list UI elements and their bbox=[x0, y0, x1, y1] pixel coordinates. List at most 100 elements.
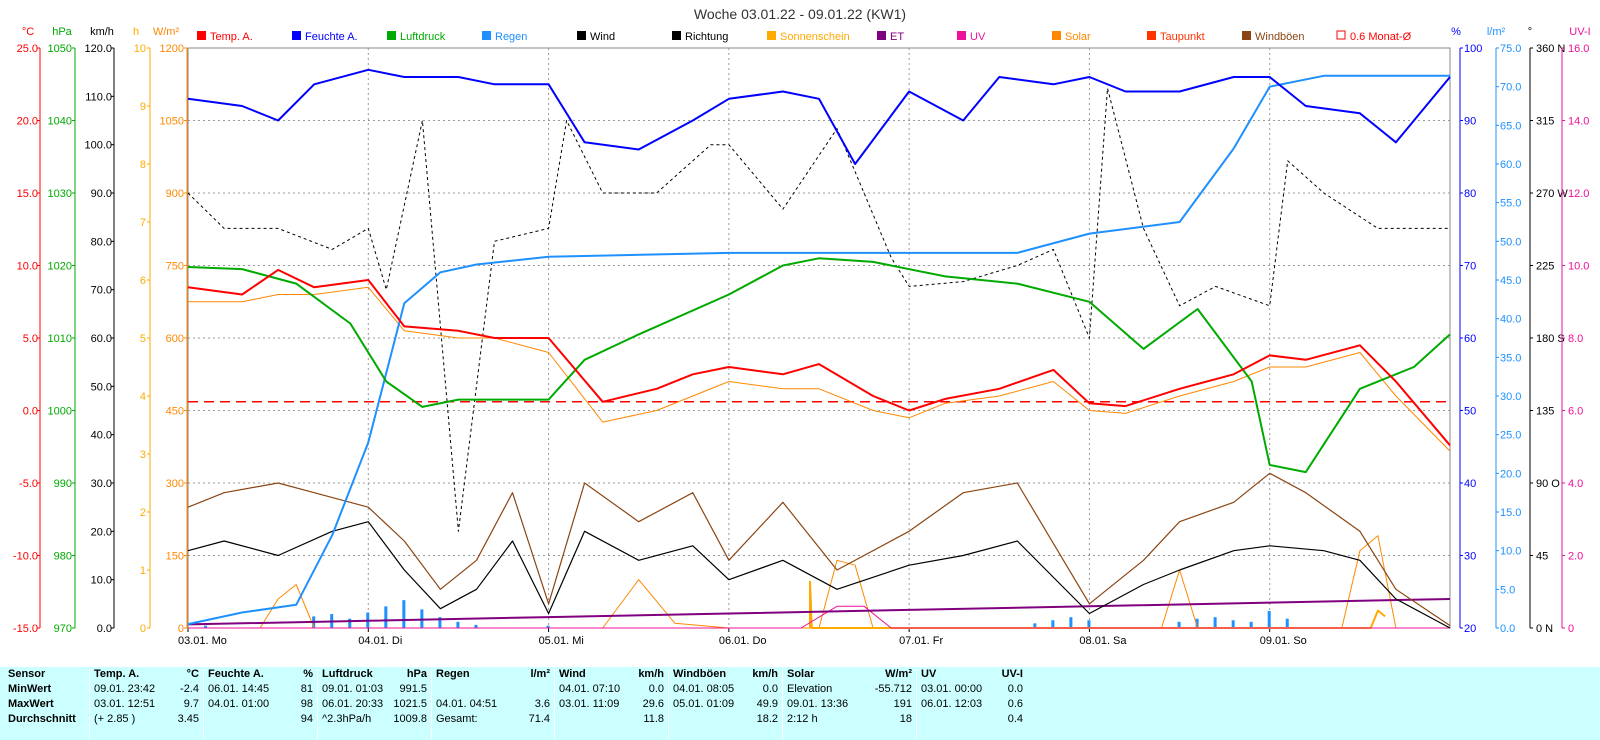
solar-tick-label: 900 bbox=[166, 188, 184, 200]
rain-bar bbox=[1069, 617, 1073, 628]
rain-tick-label: 10.0 bbox=[1500, 546, 1521, 558]
wind-tick-label: 70.0 bbox=[91, 285, 112, 297]
stats-humidity-min: 81 bbox=[300, 683, 313, 695]
stats-wind-header: Wind bbox=[559, 668, 586, 680]
stats-solar-max: 191 bbox=[893, 698, 912, 710]
legend-swatch-wind bbox=[577, 31, 586, 40]
series-wind bbox=[187, 521, 1451, 629]
rain-tick-label: 60.0 bbox=[1500, 159, 1521, 171]
stats-humidity-header: Feuchte A. bbox=[208, 668, 264, 680]
wind-tick-label: 0.0 bbox=[97, 623, 112, 635]
pressure-tick-label: 970 bbox=[54, 623, 72, 635]
temp-tick-label: 5.0 bbox=[23, 333, 38, 345]
wind-tick-label: 120.0 bbox=[84, 43, 112, 55]
direction-tick-label: 360 N bbox=[1536, 43, 1565, 55]
rain-tick-label: 65.0 bbox=[1500, 120, 1521, 132]
humidity-tick-label: 30 bbox=[1464, 551, 1476, 563]
uvi-tick-label: 8.0 bbox=[1568, 333, 1583, 345]
humidity-axis-unit: % bbox=[1451, 26, 1461, 38]
pressure-tick-label: 1040 bbox=[48, 116, 72, 128]
rain-tick-label: 50.0 bbox=[1500, 236, 1521, 248]
stats-temp-unit: °C bbox=[186, 668, 199, 680]
solar-axis-unit: W/m² bbox=[153, 26, 180, 38]
rain-bar bbox=[1195, 618, 1199, 628]
legend-swatch-direction bbox=[672, 31, 681, 40]
series-regen bbox=[187, 74, 1450, 626]
humidity-tick-label: 80 bbox=[1464, 188, 1476, 200]
plot-area bbox=[187, 47, 1451, 629]
stats-solar-min-time: Elevation bbox=[787, 683, 833, 695]
pressure-tick-label: 980 bbox=[54, 551, 72, 563]
stats-humidity-max: 98 bbox=[300, 698, 313, 710]
rain-bar bbox=[1249, 621, 1253, 628]
sunshine-tick-label: 0 bbox=[140, 623, 146, 635]
pressure-tick-label: 990 bbox=[54, 478, 72, 490]
stats-temp-min: -2.4 bbox=[180, 683, 199, 695]
stats-humidity-min-time: 06.01. 14:45 bbox=[208, 683, 270, 695]
legend-swatch-avg bbox=[1336, 30, 1346, 40]
stats-gusts-max-time: 05.01. 01:09 bbox=[673, 698, 735, 710]
rain-tick-label: 30.0 bbox=[1500, 391, 1521, 403]
pressure-tick-label: 1050 bbox=[48, 43, 72, 55]
stats-humidity-max-time: 04.01. 01:00 bbox=[208, 698, 270, 710]
direction-tick-label: 315 bbox=[1536, 116, 1554, 128]
stats-pressure-avg-note: ^2.3hPa/h bbox=[322, 713, 372, 725]
legend-label-uv: UV bbox=[970, 31, 986, 43]
sunshine-tick-label: 10 bbox=[134, 43, 146, 55]
direction-tick-label: 90 O bbox=[1536, 478, 1560, 490]
stats-gusts-header: Windböen bbox=[673, 668, 727, 680]
series-et bbox=[187, 598, 1451, 626]
stats-pressure-header: Luftdruck bbox=[322, 668, 373, 680]
solar-tick-label: 750 bbox=[166, 261, 184, 273]
stats-col-temp: Temp. A. °C 09.01. 23:42 -2.4 03.01. 12:… bbox=[90, 667, 203, 740]
stats-humidity-avg: 94 bbox=[300, 713, 313, 725]
stats-col-rain: Regen l/m² 04.01. 04:51 3.6 Gesamt: 71.4 bbox=[432, 667, 554, 740]
sunshine-tick-label: 8 bbox=[140, 159, 146, 171]
legend-swatch-dewpoint bbox=[1147, 31, 1156, 40]
direction-axis-unit: ° bbox=[1528, 26, 1532, 38]
stats-gusts-unit: km/h bbox=[752, 668, 778, 680]
wind-tick-label: 20.0 bbox=[91, 526, 112, 538]
solar-tick-label: 1050 bbox=[160, 116, 184, 128]
stats-solar-max-time: 09.01. 13:36 bbox=[787, 698, 849, 710]
stats-humidity-unit: % bbox=[303, 668, 313, 680]
pressure-tick-label: 1030 bbox=[48, 188, 72, 200]
solar-tick-label: 600 bbox=[166, 333, 184, 345]
legend-label-direction: Richtung bbox=[685, 31, 728, 43]
legend-label-solar: Solar bbox=[1065, 31, 1091, 43]
direction-tick-label: 135 bbox=[1536, 406, 1554, 418]
stats-pressure-unit: hPa bbox=[406, 668, 427, 680]
stats-max-label: MaxWert bbox=[8, 698, 54, 710]
uvi-tick-label: 14.0 bbox=[1568, 116, 1589, 128]
stats-rain-unit: l/m² bbox=[530, 668, 550, 680]
legend-label-avg: 0.6 Monat-Ø bbox=[1350, 31, 1412, 43]
rain-bar bbox=[1087, 620, 1091, 628]
rain-bar bbox=[546, 625, 550, 628]
legend-swatch-gusts bbox=[1242, 31, 1251, 40]
stats-wind-max-time: 03.01. 11:09 bbox=[559, 698, 620, 710]
stats-temp-avg-note: (+ 2.85 ) bbox=[94, 713, 136, 725]
solar-tick-label: 0 bbox=[178, 623, 184, 635]
uvi-axis-unit: UV-I bbox=[1569, 26, 1590, 38]
stats-uv-min: 0.0 bbox=[1007, 683, 1023, 695]
rain-tick-label: 0.0 bbox=[1500, 623, 1515, 635]
stats-col-wind: Wind km/h 04.01. 07:10 0.0 03.01. 11:09 … bbox=[555, 667, 668, 740]
wind-tick-label: 110.0 bbox=[85, 91, 112, 103]
stats-uv-max: 0.6 bbox=[1007, 698, 1023, 710]
legend-swatch-et bbox=[877, 31, 886, 40]
stats-temp-max-time: 03.01. 12:51 bbox=[94, 698, 156, 710]
legend-swatch-pressure bbox=[387, 31, 396, 40]
stats-rain-header: Regen bbox=[436, 668, 470, 680]
uvi-tick-label: 6.0 bbox=[1568, 406, 1583, 418]
pressure-tick-label: 1000 bbox=[48, 406, 72, 418]
rain-tick-label: 15.0 bbox=[1500, 507, 1521, 519]
x-label-0: 03.01. Mo bbox=[178, 635, 227, 647]
humidity-tick-label: 20 bbox=[1464, 623, 1476, 635]
temp-tick-label: 20.0 bbox=[17, 116, 38, 128]
rain-bar bbox=[438, 617, 442, 628]
stats-temp-avg: 3.45 bbox=[177, 713, 199, 725]
legend-label-gusts: Windböen bbox=[1255, 31, 1305, 43]
rain-bar bbox=[384, 606, 388, 628]
temp-tick-label: 0.0 bbox=[23, 406, 38, 418]
direction-tick-label: 270 W bbox=[1536, 188, 1568, 200]
